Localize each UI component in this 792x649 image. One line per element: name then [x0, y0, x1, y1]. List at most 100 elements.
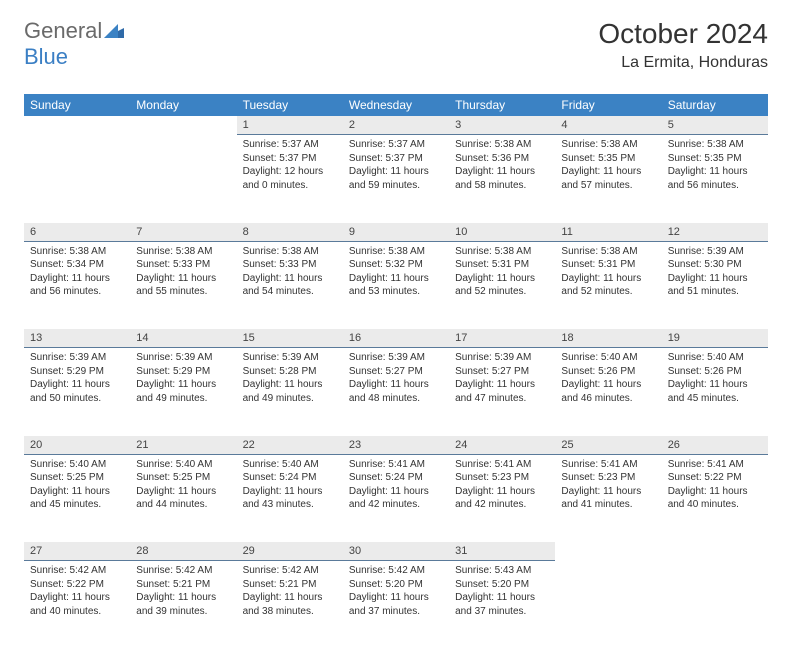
logo-text-general: General — [24, 18, 102, 43]
day-number-cell: 7 — [130, 223, 236, 242]
day-content-row: Sunrise: 5:38 AMSunset: 5:34 PMDaylight:… — [24, 241, 768, 329]
day-content-cell: Sunrise: 5:41 AMSunset: 5:23 PMDaylight:… — [449, 454, 555, 542]
daylight-text: Daylight: 11 hours and 42 minutes. — [349, 485, 443, 512]
sunset-text: Sunset: 5:37 PM — [349, 152, 443, 166]
sunrise-text: Sunrise: 5:37 AM — [243, 138, 337, 152]
day-content-cell — [662, 561, 768, 649]
day-number-cell: 31 — [449, 542, 555, 561]
daylight-text: Daylight: 11 hours and 56 minutes. — [30, 272, 124, 299]
sunset-text: Sunset: 5:24 PM — [243, 471, 337, 485]
day-content-row: Sunrise: 5:42 AMSunset: 5:22 PMDaylight:… — [24, 561, 768, 649]
sunrise-text: Sunrise: 5:42 AM — [243, 564, 337, 578]
daylight-text: Daylight: 11 hours and 40 minutes. — [30, 591, 124, 618]
day-number-cell: 16 — [343, 329, 449, 348]
sunset-text: Sunset: 5:31 PM — [561, 258, 655, 272]
sunset-text: Sunset: 5:21 PM — [136, 578, 230, 592]
day-number-cell: 30 — [343, 542, 449, 561]
sunrise-text: Sunrise: 5:39 AM — [243, 351, 337, 365]
day-content-cell: Sunrise: 5:39 AMSunset: 5:29 PMDaylight:… — [24, 348, 130, 436]
sunrise-text: Sunrise: 5:40 AM — [243, 458, 337, 472]
location: La Ermita, Honduras — [598, 54, 768, 72]
day-number-cell: 22 — [237, 436, 343, 455]
sunset-text: Sunset: 5:36 PM — [455, 152, 549, 166]
day-content-cell — [130, 135, 236, 223]
sunrise-text: Sunrise: 5:42 AM — [30, 564, 124, 578]
day-content-cell: Sunrise: 5:38 AMSunset: 5:32 PMDaylight:… — [343, 241, 449, 329]
day-number-cell: 27 — [24, 542, 130, 561]
weekday-header: Thursday — [449, 94, 555, 116]
day-content-cell: Sunrise: 5:40 AMSunset: 5:24 PMDaylight:… — [237, 454, 343, 542]
daylight-text: Daylight: 11 hours and 52 minutes. — [455, 272, 549, 299]
sunrise-text: Sunrise: 5:39 AM — [30, 351, 124, 365]
day-content-cell: Sunrise: 5:38 AMSunset: 5:34 PMDaylight:… — [24, 241, 130, 329]
day-content-row: Sunrise: 5:40 AMSunset: 5:25 PMDaylight:… — [24, 454, 768, 542]
day-number-row: 20212223242526 — [24, 436, 768, 455]
daylight-text: Daylight: 11 hours and 49 minutes. — [136, 378, 230, 405]
day-content-cell — [555, 561, 661, 649]
day-number-cell: 12 — [662, 223, 768, 242]
daylight-text: Daylight: 11 hours and 50 minutes. — [30, 378, 124, 405]
weekday-header-row: Sunday Monday Tuesday Wednesday Thursday… — [24, 94, 768, 116]
day-number-cell: 24 — [449, 436, 555, 455]
day-number-cell: 18 — [555, 329, 661, 348]
sunset-text: Sunset: 5:34 PM — [30, 258, 124, 272]
sunrise-text: Sunrise: 5:42 AM — [349, 564, 443, 578]
sunrise-text: Sunrise: 5:38 AM — [30, 245, 124, 259]
day-number-cell: 21 — [130, 436, 236, 455]
day-content-row: Sunrise: 5:39 AMSunset: 5:29 PMDaylight:… — [24, 348, 768, 436]
sunrise-text: Sunrise: 5:38 AM — [561, 245, 655, 259]
weekday-header: Saturday — [662, 94, 768, 116]
sunset-text: Sunset: 5:23 PM — [455, 471, 549, 485]
day-content-cell: Sunrise: 5:37 AMSunset: 5:37 PMDaylight:… — [343, 135, 449, 223]
day-number-cell: 5 — [662, 116, 768, 135]
daylight-text: Daylight: 11 hours and 58 minutes. — [455, 165, 549, 192]
sunrise-text: Sunrise: 5:38 AM — [455, 245, 549, 259]
day-number-cell: 8 — [237, 223, 343, 242]
sunrise-text: Sunrise: 5:39 AM — [668, 245, 762, 259]
day-number-cell: 25 — [555, 436, 661, 455]
sunset-text: Sunset: 5:27 PM — [455, 365, 549, 379]
sunset-text: Sunset: 5:25 PM — [30, 471, 124, 485]
daylight-text: Daylight: 11 hours and 45 minutes. — [30, 485, 124, 512]
sunset-text: Sunset: 5:26 PM — [561, 365, 655, 379]
daylight-text: Daylight: 11 hours and 49 minutes. — [243, 378, 337, 405]
sunrise-text: Sunrise: 5:38 AM — [349, 245, 443, 259]
weekday-header: Monday — [130, 94, 236, 116]
day-content-cell: Sunrise: 5:38 AMSunset: 5:36 PMDaylight:… — [449, 135, 555, 223]
daylight-text: Daylight: 11 hours and 57 minutes. — [561, 165, 655, 192]
daylight-text: Daylight: 11 hours and 47 minutes. — [455, 378, 549, 405]
sunrise-text: Sunrise: 5:39 AM — [455, 351, 549, 365]
day-number-cell — [662, 542, 768, 561]
sunset-text: Sunset: 5:29 PM — [30, 365, 124, 379]
sunset-text: Sunset: 5:24 PM — [349, 471, 443, 485]
daylight-text: Daylight: 11 hours and 53 minutes. — [349, 272, 443, 299]
sunrise-text: Sunrise: 5:40 AM — [136, 458, 230, 472]
title-block: October 2024 La Ermita, Honduras — [598, 18, 768, 72]
daylight-text: Daylight: 11 hours and 44 minutes. — [136, 485, 230, 512]
day-number-row: 6789101112 — [24, 223, 768, 242]
weekday-header: Wednesday — [343, 94, 449, 116]
day-number-cell — [555, 542, 661, 561]
daylight-text: Daylight: 11 hours and 37 minutes. — [349, 591, 443, 618]
day-content-cell: Sunrise: 5:38 AMSunset: 5:35 PMDaylight:… — [662, 135, 768, 223]
sunrise-text: Sunrise: 5:39 AM — [136, 351, 230, 365]
day-content-cell: Sunrise: 5:41 AMSunset: 5:23 PMDaylight:… — [555, 454, 661, 542]
sunrise-text: Sunrise: 5:41 AM — [349, 458, 443, 472]
sunrise-text: Sunrise: 5:38 AM — [455, 138, 549, 152]
day-number-cell — [130, 116, 236, 135]
day-number-cell: 28 — [130, 542, 236, 561]
day-number-cell: 4 — [555, 116, 661, 135]
weekday-header: Friday — [555, 94, 661, 116]
day-content-cell: Sunrise: 5:41 AMSunset: 5:22 PMDaylight:… — [662, 454, 768, 542]
sunrise-text: Sunrise: 5:40 AM — [30, 458, 124, 472]
day-content-cell: Sunrise: 5:41 AMSunset: 5:24 PMDaylight:… — [343, 454, 449, 542]
day-content-cell: Sunrise: 5:39 AMSunset: 5:29 PMDaylight:… — [130, 348, 236, 436]
sunset-text: Sunset: 5:20 PM — [349, 578, 443, 592]
day-content-cell: Sunrise: 5:39 AMSunset: 5:28 PMDaylight:… — [237, 348, 343, 436]
daylight-text: Daylight: 11 hours and 41 minutes. — [561, 485, 655, 512]
sunset-text: Sunset: 5:26 PM — [668, 365, 762, 379]
day-content-cell: Sunrise: 5:40 AMSunset: 5:25 PMDaylight:… — [24, 454, 130, 542]
weekday-header: Sunday — [24, 94, 130, 116]
logo-triangle-icon — [104, 18, 124, 44]
daylight-text: Daylight: 11 hours and 37 minutes. — [455, 591, 549, 618]
